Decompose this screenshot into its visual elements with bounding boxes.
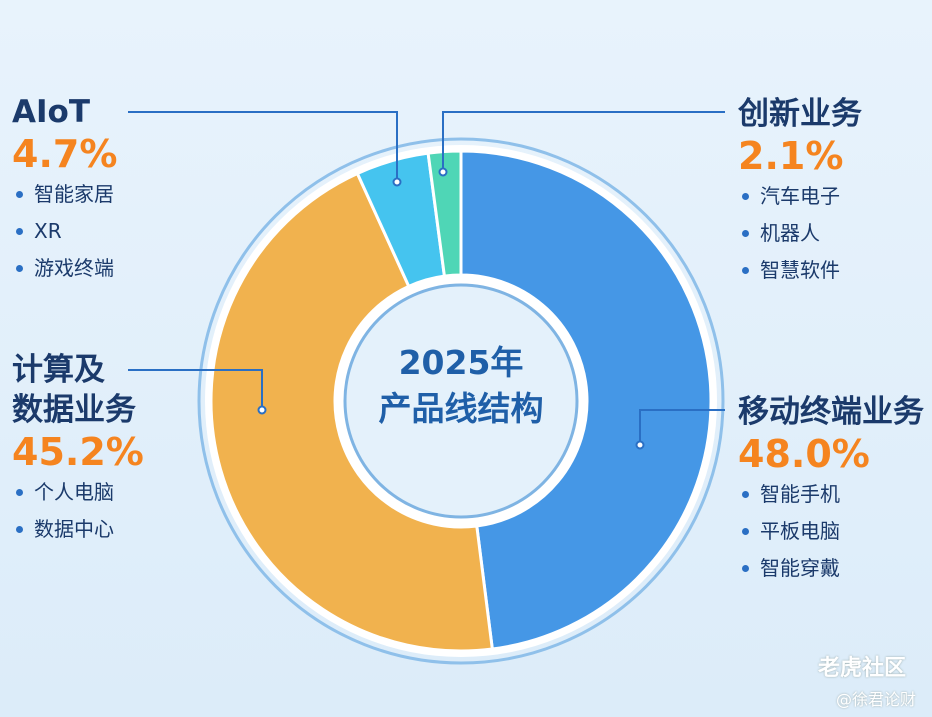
leader-line <box>442 111 725 172</box>
leader-dot <box>635 440 645 450</box>
sub-item: 智能手机 <box>738 476 924 513</box>
outer-ring <box>197 137 725 665</box>
leader-line <box>639 409 725 445</box>
segment-label: AIoT 4.7% 智能家居 XR 游戏终端 <box>12 92 117 287</box>
center-title: 2025年 产品线结构 <box>378 343 544 428</box>
category-name: 创新业务 <box>738 96 862 132</box>
value-label: 2.1% <box>738 134 844 178</box>
value-label: 48.0% <box>738 432 870 476</box>
sub-item: 智能穿戴 <box>738 550 924 587</box>
leader-dot <box>438 167 448 177</box>
sub-item: 机器人 <box>738 215 862 252</box>
sub-item: 数据中心 <box>12 511 144 548</box>
category-name: AIoT <box>12 94 90 130</box>
sub-item: 平板电脑 <box>738 513 924 550</box>
sub-item: 智能家居 <box>12 176 117 213</box>
leader-dot <box>392 177 402 187</box>
category-name: 移动终端业务 <box>738 394 924 430</box>
sub-item: 游戏终端 <box>12 250 117 287</box>
watermark: @徐君论财 <box>836 690 917 709</box>
leader-dot <box>257 405 267 415</box>
leader-line <box>128 369 263 410</box>
category-name: 计算及 数据业务 <box>12 352 136 428</box>
sub-item: 智慧软件 <box>738 252 862 289</box>
leader-line <box>128 111 398 182</box>
leaders <box>128 111 725 445</box>
watermark: 老虎社区 <box>818 656 907 681</box>
value-label: 45.2% <box>12 430 144 474</box>
sub-item: 个人电脑 <box>12 474 144 511</box>
sub-item: XR <box>12 213 117 250</box>
segment-label: 移动终端业务 48.0% 智能手机 平板电脑 智能穿戴 <box>738 392 924 587</box>
hole <box>343 283 579 519</box>
segment-label: 创新业务 2.1% 汽车电子 机器人 智慧软件 <box>738 94 862 289</box>
segment-label: 计算及 数据业务 45.2% 个人电脑 数据中心 <box>12 350 144 548</box>
sub-item: 汽车电子 <box>738 178 862 215</box>
value-label: 4.7% <box>12 132 118 176</box>
